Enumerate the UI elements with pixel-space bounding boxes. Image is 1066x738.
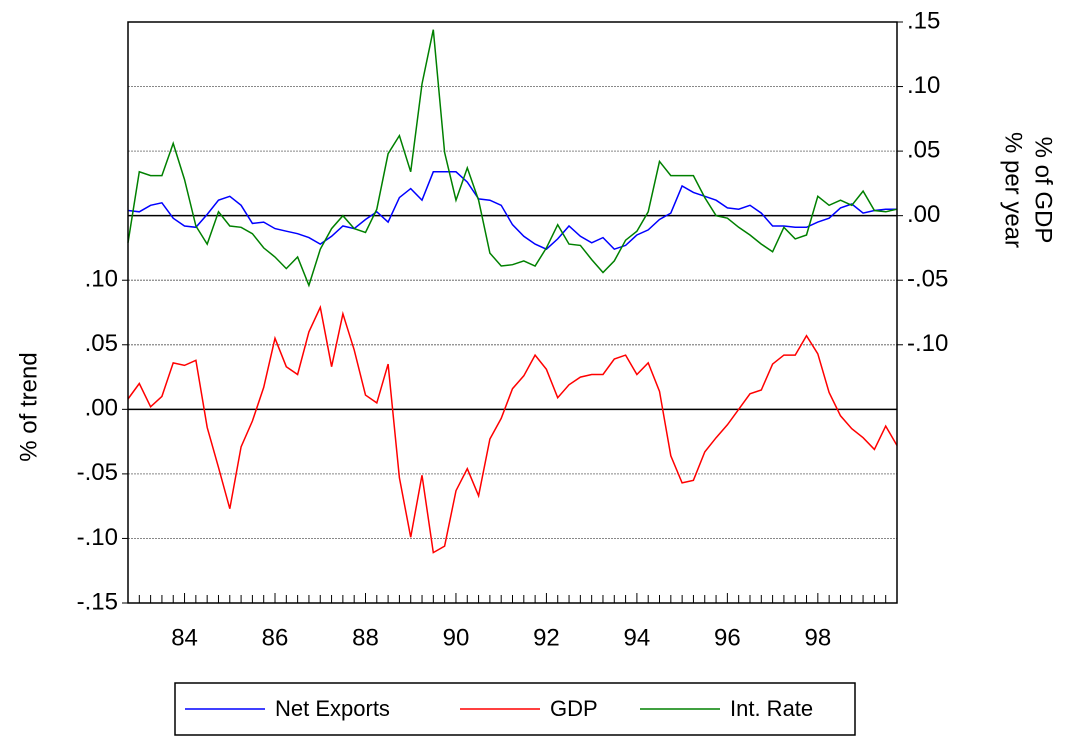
y-tick-label: -.05 <box>77 459 118 486</box>
y2-tick-label: -.05 <box>907 266 948 293</box>
legend-label: GDP <box>550 696 598 721</box>
y2-tick-label: .10 <box>907 72 940 99</box>
y-tick-label: .05 <box>85 330 118 357</box>
legend-label: Int. Rate <box>730 696 813 721</box>
y2-tick-label: -.10 <box>907 330 948 357</box>
x-tick-label: 88 <box>352 624 379 651</box>
y2-tick-label: .05 <box>907 136 940 163</box>
y-tick-label: -.15 <box>77 588 118 615</box>
y2-tick-label: .00 <box>907 201 940 228</box>
x-tick-label: 92 <box>533 624 560 651</box>
y2-axis-label: % of GDP <box>1030 137 1057 244</box>
plot-frame <box>127 21 898 604</box>
x-tick-label: 96 <box>714 624 741 651</box>
legend-label: Net Exports <box>275 696 390 721</box>
y-tick-label: .10 <box>85 266 118 293</box>
x-tick-label: 86 <box>262 624 289 651</box>
y-axis-label: % of trend <box>15 352 42 461</box>
x-tick-label: 94 <box>624 624 651 651</box>
y-tick-label: .00 <box>85 395 118 422</box>
legend: Net Exports GDP Int. Rate <box>174 682 856 736</box>
x-tick-label: 98 <box>804 624 831 651</box>
x-tick-label: 90 <box>443 624 470 651</box>
series-line <box>127 29 898 288</box>
series-line <box>127 171 897 251</box>
y2-axis-label: % per year <box>1000 132 1027 248</box>
x-tick-label: 84 <box>171 624 198 651</box>
y-tick-label: -.10 <box>77 524 118 551</box>
series-line <box>127 304 898 554</box>
y2-tick-label: .15 <box>907 7 940 34</box>
legend-box <box>174 682 856 736</box>
